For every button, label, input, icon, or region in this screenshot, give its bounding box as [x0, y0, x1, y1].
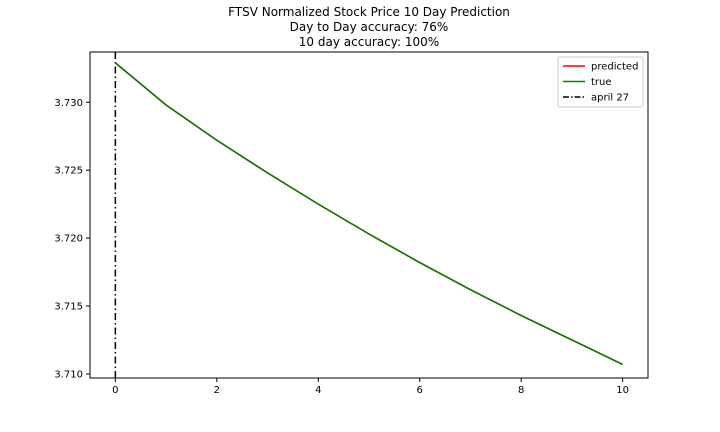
y-tick-label: 3.710 — [54, 369, 83, 380]
legend-label-predicted: predicted — [591, 62, 638, 73]
axes-frame — [89, 51, 649, 379]
legend-label-april-27: april 27 — [591, 93, 629, 104]
x-tick-label: 10 — [616, 385, 629, 396]
y-tick-label: 3.730 — [54, 98, 83, 109]
chart-title: FTSV Normalized Stock Price 10 Day Predi… — [228, 5, 510, 49]
chart-title-line-1: FTSV Normalized Stock Price 10 Day Predi… — [228, 5, 510, 19]
axes: 0 2 4 6 8 10 3.710 3.715 3.720 3.725 3.730 — [54, 51, 649, 396]
x-tick-label: 2 — [214, 385, 220, 396]
x-tick-label: 8 — [518, 385, 524, 396]
plot-area — [114, 52, 623, 378]
legend-label-true: true — [591, 77, 612, 88]
x-tick-label: 4 — [315, 385, 321, 396]
chart-title-line-2: Day to Day accuracy: 76% — [290, 20, 449, 34]
x-tick-label: 0 — [112, 385, 118, 396]
legend-box — [557, 56, 644, 108]
y-tick-label: 3.720 — [54, 234, 83, 245]
legend: predicted true april 27 — [557, 56, 644, 108]
x-tick-label: 6 — [417, 385, 423, 396]
series-line-predicted — [114, 62, 623, 366]
chart-title-line-3: 10 day accuracy: 100% — [299, 35, 439, 49]
y-tick-label: 3.725 — [54, 166, 83, 177]
y-tick-label: 3.715 — [54, 302, 83, 313]
series-line-true — [114, 62, 623, 366]
